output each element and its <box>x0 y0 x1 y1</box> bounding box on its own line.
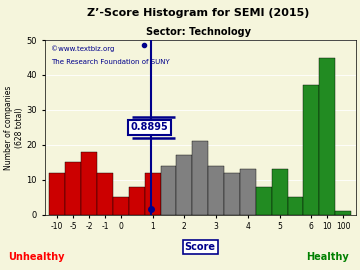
Text: ©www.textbiz.org: ©www.textbiz.org <box>51 45 114 52</box>
Bar <box>129 187 145 215</box>
Bar <box>335 211 351 215</box>
Bar <box>272 169 288 215</box>
Bar <box>49 173 65 215</box>
Bar <box>256 187 272 215</box>
Bar <box>240 169 256 215</box>
Bar <box>145 173 161 215</box>
Bar <box>224 173 240 215</box>
Bar <box>65 162 81 215</box>
Text: The Research Foundation of SUNY: The Research Foundation of SUNY <box>51 59 170 65</box>
Bar <box>176 155 192 215</box>
Bar <box>303 85 319 215</box>
Bar <box>319 58 335 215</box>
Text: Unhealthy: Unhealthy <box>8 252 64 262</box>
Text: Healthy: Healthy <box>306 252 349 262</box>
Text: Z’-Score Histogram for SEMI (2015): Z’-Score Histogram for SEMI (2015) <box>87 8 309 18</box>
Bar <box>113 197 129 215</box>
Bar <box>208 166 224 215</box>
Bar <box>161 166 176 215</box>
Bar <box>81 152 97 215</box>
Text: 0.8895: 0.8895 <box>130 122 168 132</box>
Y-axis label: Number of companies
(628 total): Number of companies (628 total) <box>4 85 23 170</box>
Bar <box>288 197 303 215</box>
X-axis label: Score: Score <box>185 242 216 252</box>
Text: Sector: Technology: Sector: Technology <box>145 27 251 37</box>
Bar <box>97 173 113 215</box>
Bar <box>192 141 208 215</box>
